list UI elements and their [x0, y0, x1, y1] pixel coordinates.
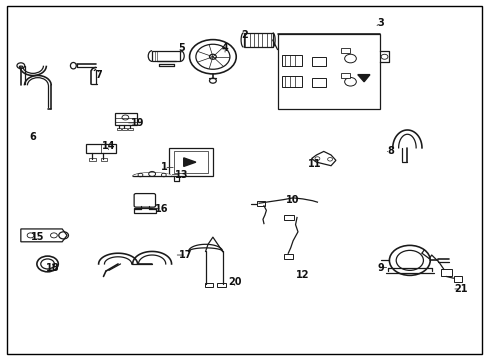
Text: 7: 7 — [95, 69, 102, 80]
Text: 17: 17 — [179, 250, 192, 260]
Text: 20: 20 — [227, 277, 241, 287]
Bar — [277, 33, 379, 109]
Text: 16: 16 — [155, 203, 168, 213]
Text: 15: 15 — [31, 232, 44, 242]
Bar — [441, 269, 451, 276]
Text: 8: 8 — [386, 147, 393, 157]
Bar — [89, 158, 96, 161]
Text: 6: 6 — [30, 132, 36, 142]
Text: 14: 14 — [102, 141, 115, 151]
Bar — [284, 215, 293, 220]
Bar — [122, 128, 126, 130]
Polygon shape — [357, 75, 369, 82]
Circle shape — [209, 54, 216, 59]
Bar — [282, 55, 301, 66]
Bar — [116, 128, 121, 130]
Bar — [340, 48, 349, 53]
Text: 11: 11 — [307, 159, 321, 169]
Bar — [128, 128, 132, 130]
Bar — [169, 148, 212, 176]
Bar — [134, 208, 155, 213]
Text: 2: 2 — [241, 30, 247, 40]
Polygon shape — [132, 173, 171, 176]
Polygon shape — [183, 158, 196, 166]
Bar — [256, 201, 265, 206]
Text: 21: 21 — [453, 284, 467, 294]
Text: 18: 18 — [45, 262, 59, 273]
Bar — [284, 253, 292, 258]
Bar — [243, 33, 272, 47]
Polygon shape — [311, 152, 335, 166]
Bar — [174, 152, 207, 173]
Text: 4: 4 — [221, 43, 228, 53]
Bar — [340, 73, 349, 78]
Bar — [311, 78, 325, 87]
Text: 10: 10 — [286, 195, 299, 204]
Bar — [86, 144, 116, 153]
Text: 12: 12 — [296, 270, 309, 280]
Text: 5: 5 — [178, 43, 184, 53]
Text: 3: 3 — [377, 18, 383, 28]
Bar — [152, 51, 180, 62]
Bar — [216, 283, 225, 287]
Text: 13: 13 — [174, 170, 188, 180]
Bar — [453, 276, 461, 282]
Bar — [101, 158, 107, 161]
Bar — [115, 113, 136, 125]
Bar — [282, 76, 301, 87]
Text: 19: 19 — [130, 118, 144, 128]
Text: 9: 9 — [377, 262, 383, 273]
FancyBboxPatch shape — [134, 194, 155, 207]
Polygon shape — [21, 229, 67, 242]
Bar — [311, 57, 325, 66]
Text: 1: 1 — [161, 162, 167, 172]
Bar — [204, 283, 213, 287]
